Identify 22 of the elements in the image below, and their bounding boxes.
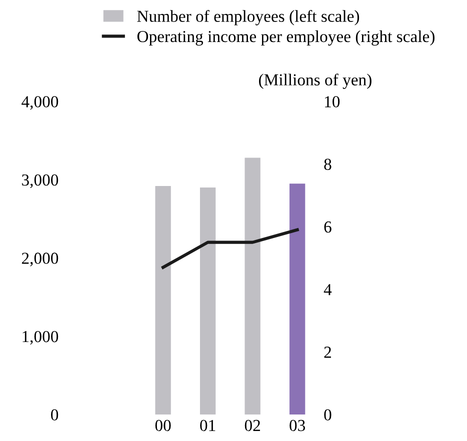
y-tick-label: 0 xyxy=(51,409,58,420)
y2-tick-label: 0 xyxy=(324,409,332,420)
legend-label: Number of employees (left scale) xyxy=(137,10,360,26)
y2-tick-label: 8 xyxy=(324,158,332,170)
y2-tick-label: 4 xyxy=(324,284,332,296)
y2-tick-label: 10 xyxy=(325,96,340,108)
legend-label: Operating income per employee (right scale) xyxy=(137,30,434,46)
x-tick-label: 00 xyxy=(155,420,171,432)
y2-axis-title: (Millions of yen) xyxy=(259,74,372,89)
bar xyxy=(155,186,171,415)
y-tick-label: 1,000 xyxy=(22,330,58,345)
x-tick-label: 03 xyxy=(290,420,306,432)
bar xyxy=(200,188,216,415)
y-tick-label: 4,000 xyxy=(22,96,58,110)
bar xyxy=(244,158,260,415)
x-tick-label: 02 xyxy=(244,420,260,432)
y-tick-label: 2,000 xyxy=(22,252,58,266)
y-tick-label: 3,000 xyxy=(22,174,58,188)
bar xyxy=(289,184,306,415)
y2-tick-label: 2 xyxy=(324,346,331,358)
y2-tick-label: 6 xyxy=(324,221,332,233)
x-tick-label: 01 xyxy=(200,420,216,432)
